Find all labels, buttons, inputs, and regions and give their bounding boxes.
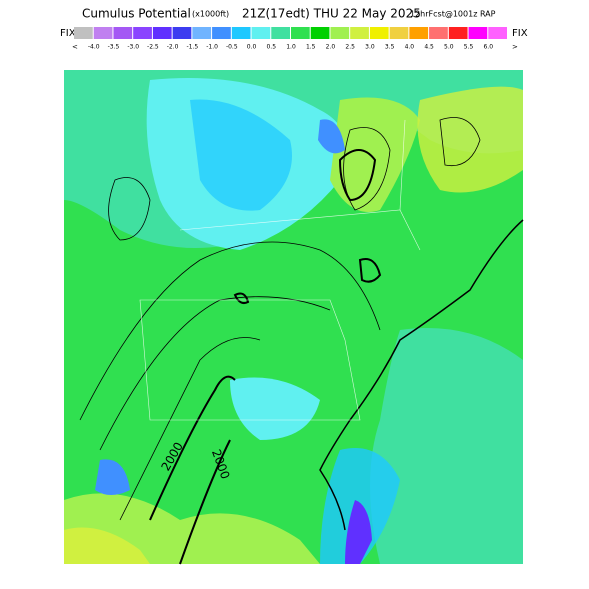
- legend-label: 4.5: [424, 44, 434, 51]
- color-swatch: [172, 27, 192, 39]
- color-swatch: [251, 27, 271, 39]
- contours: [79, 117, 481, 565]
- color-swatch: [133, 27, 152, 39]
- color-swatch: [271, 27, 290, 39]
- boundaries: [139, 119, 421, 421]
- color-swatch: [212, 27, 231, 39]
- field-region: [370, 328, 523, 564]
- color-swatch: [291, 27, 310, 39]
- color-swatch: [369, 27, 389, 39]
- color-swatch: [310, 27, 330, 39]
- legend-label: -2.5: [147, 44, 159, 51]
- legend-label: -4.0: [88, 44, 100, 51]
- legend-label: 0.0: [247, 44, 257, 51]
- field-region: [230, 377, 320, 440]
- legend-label: 6.0: [483, 44, 493, 51]
- field-region: [345, 500, 372, 564]
- legend-above: >: [512, 43, 518, 51]
- color-bar: -4.0 -3.5 -3.0 -2.5 -2.0 -1.5 -1.0 -0.5 0.0 0.5 1.…: [74, 27, 507, 51]
- field-region: [95, 459, 130, 495]
- run-info: 12hrFcst@1001z RAP: [410, 10, 496, 19]
- field-region: [318, 119, 345, 154]
- legend-label: 0.5: [266, 44, 276, 51]
- legend-label: 3.5: [385, 44, 395, 51]
- legend-label: -3.5: [108, 44, 120, 51]
- color-swatch: [468, 27, 488, 39]
- field-region: [417, 86, 523, 193]
- color-swatch: [93, 27, 113, 39]
- legend-below: <: [72, 43, 78, 51]
- units: (x1000ft): [192, 10, 229, 19]
- title: Cumulus Potential: [82, 7, 191, 21]
- color-swatch: [409, 27, 429, 39]
- color-swatch: [152, 27, 172, 39]
- legend-label: 3.0: [365, 44, 375, 51]
- color-swatch: [74, 27, 93, 39]
- legend-label: 5.5: [464, 44, 474, 51]
- legend-label: -1.0: [206, 44, 218, 51]
- legend-left-label: FIX: [60, 28, 76, 39]
- legend-label: -2.0: [167, 44, 179, 51]
- color-swatch: [488, 27, 507, 39]
- color-swatch: [448, 27, 468, 39]
- legend-right-label: FIX: [512, 28, 528, 39]
- coastline: [319, 219, 524, 531]
- legend-label: 4.0: [405, 44, 415, 51]
- legend-label: 1.0: [286, 44, 296, 51]
- legend-label: 2.0: [326, 44, 336, 51]
- valid-time: 21Z(17edt) THU 22 May 2025: [242, 7, 421, 21]
- legend-label: -0.5: [226, 44, 238, 51]
- field-region: [64, 527, 150, 564]
- field-region: [330, 97, 420, 212]
- color-swatch: [389, 27, 409, 39]
- map: 2000 2000: [64, 70, 524, 565]
- legend-label: 2.5: [345, 44, 355, 51]
- legend-label: 1.5: [306, 44, 316, 51]
- color-swatch: [192, 27, 212, 39]
- legend-label: 5.0: [444, 44, 454, 51]
- color-swatch: [429, 27, 448, 39]
- color-swatch: [113, 27, 133, 39]
- color-swatch: [231, 27, 251, 39]
- color-swatch: [350, 27, 369, 39]
- color-swatch: [330, 27, 350, 39]
- legend-label: -1.5: [187, 44, 199, 51]
- field-region: [190, 99, 292, 211]
- legend-label: -3.0: [127, 44, 139, 51]
